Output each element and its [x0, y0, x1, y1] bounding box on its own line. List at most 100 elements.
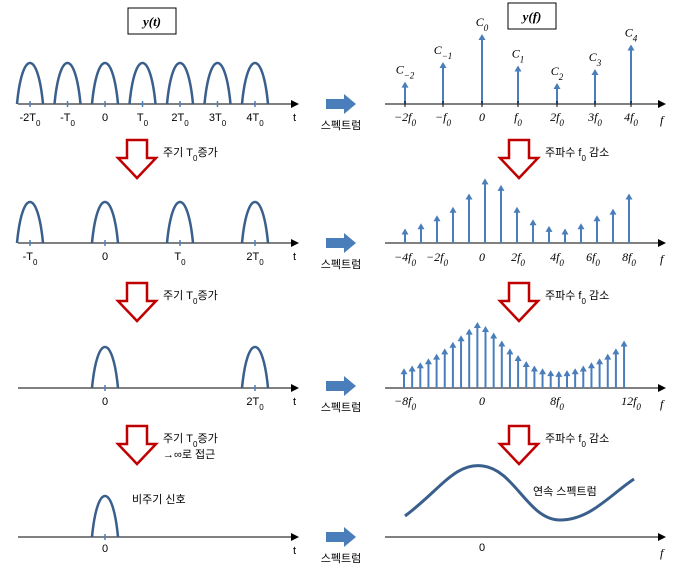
- step-time-text: →∞로 접근: [163, 448, 215, 461]
- time-pulse: [15, 61, 45, 105]
- spectrum-stems-row-2: [401, 178, 633, 243]
- spectrum-arrow-label: 스펙트럼: [321, 401, 361, 414]
- tick-label: 2T0: [246, 396, 264, 412]
- step-down-arrow: [497, 281, 541, 323]
- tick-label: −2f0: [394, 110, 416, 128]
- tick-label: 2f0: [550, 110, 564, 128]
- tick-label: T0: [137, 112, 149, 128]
- time-pulse: [203, 61, 232, 105]
- spectrum-arrow-label: 스펙트럼: [321, 119, 361, 132]
- tick-label: −2f0: [426, 250, 448, 268]
- stem-arrowhead: [401, 81, 409, 88]
- time-row-2: t -T0 0 T0 2T0: [15, 200, 299, 267]
- tick-label: 12f0: [621, 394, 641, 412]
- stem-arrowhead: [587, 362, 595, 369]
- time-pulse: [90, 494, 120, 538]
- time-pulse: [240, 61, 270, 105]
- tick-label: 4f0: [550, 250, 564, 268]
- tick-label: 0: [479, 542, 485, 554]
- stem-arrowhead: [514, 65, 522, 72]
- freq-row-4: f 연속 스펙트럼 0: [385, 464, 666, 560]
- freq-axis-symbol: f: [660, 546, 665, 560]
- time-ticks-row-1: -2T0 -T0 0 T0 2T0 3T0 4T0: [20, 101, 264, 128]
- freq-title-box: y(f): [507, 2, 557, 30]
- stem-arrowhead: [625, 193, 633, 200]
- tick-label: 6f0: [586, 250, 600, 268]
- stem-arrowhead: [465, 328, 473, 335]
- time-pulse: [15, 200, 45, 244]
- freq-axis-symbol: f: [660, 252, 665, 266]
- tick-label: T0: [174, 251, 186, 267]
- stem-arrowhead: [571, 368, 579, 375]
- freq-ticks-row-1: −2f0 C−2 −f0 C−1 0 C0 f0 C1 2f0 C2 3f0 C3 4f0 C4: [394, 15, 638, 128]
- time-pulses-row-4: [90, 494, 120, 538]
- stem-arrowhead: [609, 208, 617, 215]
- time-pulses-row-3: [90, 345, 270, 389]
- stem-arrowhead: [555, 370, 563, 377]
- step-freq-text: 주파수 f0 감소: [545, 146, 609, 163]
- tick-label: 3T0: [209, 112, 227, 128]
- coefficient-label: C1: [512, 47, 525, 65]
- time-pulses-row-2: [15, 200, 270, 244]
- coefficient-label: C3: [589, 50, 602, 68]
- spectrum-stems-row-1: [401, 34, 635, 104]
- tick-label: 2T0: [171, 112, 189, 128]
- stem-arrowhead: [591, 69, 599, 75]
- tick-label: 0: [102, 251, 108, 263]
- stem-arrowhead: [529, 219, 537, 226]
- step-time-text: 주기 T0증가: [163, 289, 218, 306]
- freq-row-1: f −2f0 C−2 −f0 C−1 0 C0 f0 C1 2f0 C2 3f0 C3 4f0 C4: [385, 15, 666, 128]
- time-row-1: t -2T0 -T0 0 T0 2T0 3T0 4T0: [15, 61, 299, 128]
- tick-label: 0: [102, 543, 108, 555]
- stem-arrowhead: [561, 228, 569, 235]
- stem-arrowhead: [539, 368, 547, 375]
- time-pulse: [53, 61, 82, 105]
- stem-arrowhead: [547, 370, 555, 377]
- stem-arrowhead: [513, 206, 521, 213]
- tick-label: 3f0: [587, 110, 602, 128]
- stem-arrowhead: [416, 362, 424, 369]
- tick-label: 0: [479, 110, 485, 124]
- coefficient-label: C−2: [396, 63, 415, 81]
- freq-ticks-row-3: −8f0 0 8f0 12f0: [394, 394, 641, 412]
- spectrum-arrow: [326, 94, 356, 114]
- continuous-spectrum-label: 연속 스펙트럼: [533, 485, 597, 498]
- stem-arrowhead: [553, 83, 561, 89]
- freq-title: y(f): [521, 9, 542, 24]
- aperiodic-label: 비주기 신호: [132, 493, 186, 506]
- step-freq-text: 주파수 f0 감소: [545, 289, 609, 306]
- time-row-4: t 0 비주기 신호: [18, 493, 299, 557]
- stem-arrowhead: [593, 215, 601, 222]
- stem-arrowhead: [433, 353, 441, 360]
- stem-arrowhead: [514, 355, 522, 361]
- stem-arrowhead: [482, 325, 489, 332]
- spectrum-arrow: [326, 233, 356, 253]
- tick-label: 8f0: [550, 394, 564, 412]
- stem-arrowhead: [417, 223, 425, 230]
- stem-arrowhead: [441, 348, 449, 355]
- step-down-arrow: [497, 424, 541, 466]
- tick-label: -T0: [23, 251, 38, 267]
- time-row-3: t 0 2T0: [18, 345, 299, 412]
- stem-arrowhead: [439, 62, 447, 68]
- stem-arrowhead: [449, 206, 457, 213]
- tick-label: 2T0: [246, 251, 264, 267]
- freq-row-3: f −8f0 0 8f0 12f0: [385, 322, 666, 412]
- step-time-text: 주기 T0증가: [163, 146, 218, 163]
- step-down-arrow: [115, 138, 159, 180]
- time-ticks-row-3: 0 2T0: [102, 385, 264, 412]
- time-title: y(t): [141, 14, 161, 29]
- stem-arrowhead: [596, 358, 604, 365]
- stem-arrowhead: [408, 365, 416, 372]
- tick-label: −4f0: [394, 250, 416, 268]
- time-pulse: [90, 61, 120, 105]
- time-pulse: [165, 61, 195, 105]
- stem-arrowhead: [530, 365, 538, 372]
- tick-label: 4T0: [246, 112, 264, 128]
- spectrum-arrow: [326, 527, 356, 547]
- stem-arrowhead: [478, 34, 486, 40]
- stem-arrowhead: [612, 348, 620, 355]
- tick-label: f0: [514, 110, 522, 128]
- spectrum-arrow-label: 스펙트럼: [321, 552, 361, 565]
- stem-arrowhead: [506, 348, 514, 355]
